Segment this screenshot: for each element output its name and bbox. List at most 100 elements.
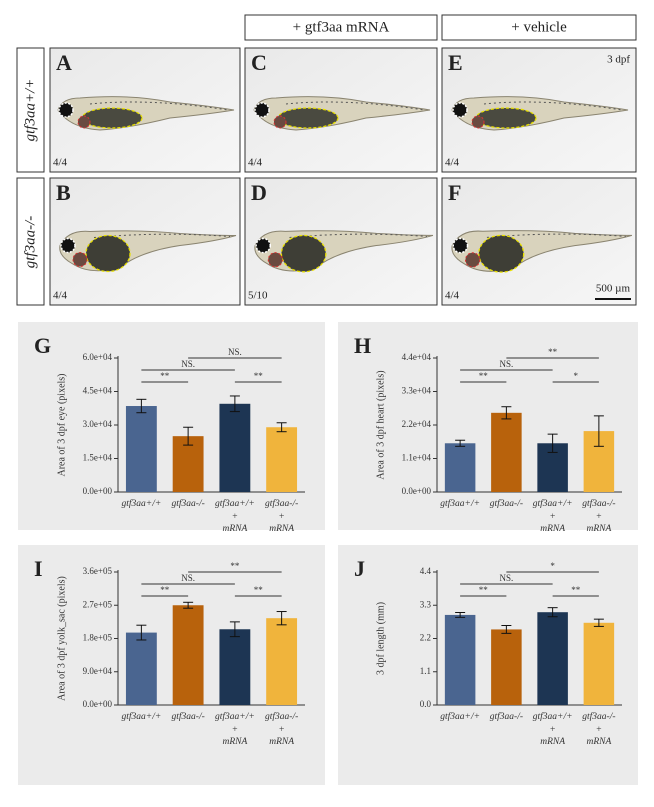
panel-label: A bbox=[56, 50, 72, 75]
y-axis-title: 3 dpf length (mm) bbox=[375, 602, 386, 675]
sample-count: 4/4 bbox=[445, 157, 460, 169]
panel-label: C bbox=[251, 50, 267, 75]
bar bbox=[125, 632, 157, 705]
sample-count: 4/4 bbox=[53, 157, 68, 169]
column-header: + gtf3aa mRNA bbox=[293, 19, 390, 35]
x-tick-note: + bbox=[596, 512, 602, 522]
y-tick-label: 3.3e+04 bbox=[402, 386, 432, 396]
column-header: + vehicle bbox=[511, 19, 567, 35]
significance-label: ** bbox=[479, 585, 489, 595]
significance-label: NS. bbox=[499, 359, 513, 369]
header-box bbox=[244, 14, 438, 41]
significance-label: * bbox=[574, 371, 579, 381]
significance-label: NS. bbox=[181, 359, 195, 369]
x-tick-note: + bbox=[549, 725, 555, 735]
x-tick-label: gtf3aa+/+ bbox=[122, 498, 162, 509]
significance-label: * bbox=[550, 561, 555, 571]
y-tick-label: 3.6e+05 bbox=[83, 566, 113, 576]
x-tick-label: gtf3aa+/+ bbox=[122, 711, 162, 722]
x-tick-label: gtf3aa+/+ bbox=[533, 498, 573, 509]
x-tick-label: gtf3aa-/- bbox=[265, 498, 298, 509]
chart-background bbox=[338, 322, 638, 530]
bar bbox=[219, 629, 251, 705]
y-tick-label: 3.3 bbox=[420, 599, 432, 609]
x-tick-label: gtf3aa-/- bbox=[490, 711, 523, 722]
significance-label: ** bbox=[479, 371, 489, 381]
y-tick-label: 4.5e+04 bbox=[83, 386, 113, 396]
x-tick-label: gtf3aa+/+ bbox=[440, 498, 480, 509]
y-tick-label: 9.0e+04 bbox=[83, 666, 113, 676]
y-tick-label: 2.2 bbox=[420, 633, 431, 643]
x-tick-note: + bbox=[232, 725, 238, 735]
significance-label: ** bbox=[548, 347, 558, 357]
y-tick-label: 1.8e+05 bbox=[83, 633, 113, 643]
y-tick-label: 0.0e+00 bbox=[83, 699, 113, 709]
x-tick-note: mRNA bbox=[586, 524, 611, 534]
significance-label: ** bbox=[160, 371, 170, 381]
x-tick-label: gtf3aa+/+ bbox=[215, 711, 255, 722]
row-label-box bbox=[16, 47, 45, 173]
y-tick-label: 4.4 bbox=[420, 566, 432, 576]
bar bbox=[219, 403, 251, 492]
x-tick-note: mRNA bbox=[269, 524, 294, 534]
x-tick-note: mRNA bbox=[540, 524, 565, 534]
y-tick-label: 4.4e+04 bbox=[402, 352, 432, 362]
y-tick-label: 2.2e+04 bbox=[402, 419, 432, 429]
scale-bar-label: 500 µm bbox=[596, 283, 631, 295]
x-tick-note: + bbox=[232, 512, 238, 522]
sample-count: 5/10 bbox=[248, 290, 268, 302]
x-tick-label: gtf3aa-/- bbox=[582, 498, 615, 509]
bar bbox=[266, 618, 298, 705]
sample-count: 4/4 bbox=[248, 157, 263, 169]
significance-label: ** bbox=[254, 585, 264, 595]
header-box bbox=[441, 14, 637, 41]
y-axis-title: Area of 3 dpf eye (pixels) bbox=[56, 373, 67, 476]
x-tick-label: gtf3aa+/+ bbox=[533, 711, 573, 722]
significance-label: NS. bbox=[228, 347, 242, 357]
panel-label: F bbox=[448, 180, 461, 205]
significance-label: NS. bbox=[499, 573, 513, 583]
x-tick-label: gtf3aa-/- bbox=[265, 711, 298, 722]
y-axis-title: Area of 3 dpf yolk_sac (pixels) bbox=[56, 576, 67, 701]
panel-label: G bbox=[34, 333, 51, 358]
x-tick-note: mRNA bbox=[540, 737, 565, 747]
x-tick-note: mRNA bbox=[222, 524, 247, 534]
panel-label: E bbox=[448, 50, 463, 75]
bar bbox=[444, 443, 476, 492]
sample-count: 4/4 bbox=[445, 290, 460, 302]
bar bbox=[491, 412, 522, 492]
y-tick-label: 3.0e+04 bbox=[83, 419, 113, 429]
bar bbox=[537, 612, 568, 705]
sample-count: 4/4 bbox=[53, 290, 68, 302]
y-tick-label: 1.1e+04 bbox=[402, 453, 432, 463]
x-tick-label: gtf3aa-/- bbox=[172, 498, 205, 509]
significance-label: NS. bbox=[181, 573, 195, 583]
y-tick-label: 2.7e+05 bbox=[83, 599, 113, 609]
significance-label: ** bbox=[254, 371, 264, 381]
significance-label: ** bbox=[571, 585, 581, 595]
y-tick-label: 0.0e+00 bbox=[83, 486, 113, 496]
row-label: gtf3aa+/+ bbox=[22, 79, 38, 142]
bar bbox=[125, 406, 157, 492]
bar bbox=[491, 629, 522, 705]
bar bbox=[583, 622, 615, 705]
panel-label: B bbox=[56, 180, 71, 205]
panel-label: D bbox=[251, 180, 267, 205]
x-tick-label: gtf3aa-/- bbox=[490, 498, 523, 509]
x-tick-note: + bbox=[278, 512, 284, 522]
significance-label: ** bbox=[230, 561, 240, 571]
y-tick-label: 0.0e+00 bbox=[402, 486, 432, 496]
panel-label: H bbox=[354, 333, 371, 358]
panel-label: I bbox=[34, 556, 43, 581]
bar bbox=[172, 605, 204, 705]
x-tick-note: mRNA bbox=[269, 737, 294, 747]
row-label-box bbox=[16, 177, 45, 306]
y-axis-title: Area of 3 dpf heart (pixels) bbox=[375, 370, 386, 479]
x-tick-note: mRNA bbox=[586, 737, 611, 747]
x-tick-note: + bbox=[596, 725, 602, 735]
x-tick-note: mRNA bbox=[222, 737, 247, 747]
x-tick-note: + bbox=[278, 725, 284, 735]
y-tick-label: 1.5e+04 bbox=[83, 453, 113, 463]
bar bbox=[444, 614, 476, 705]
